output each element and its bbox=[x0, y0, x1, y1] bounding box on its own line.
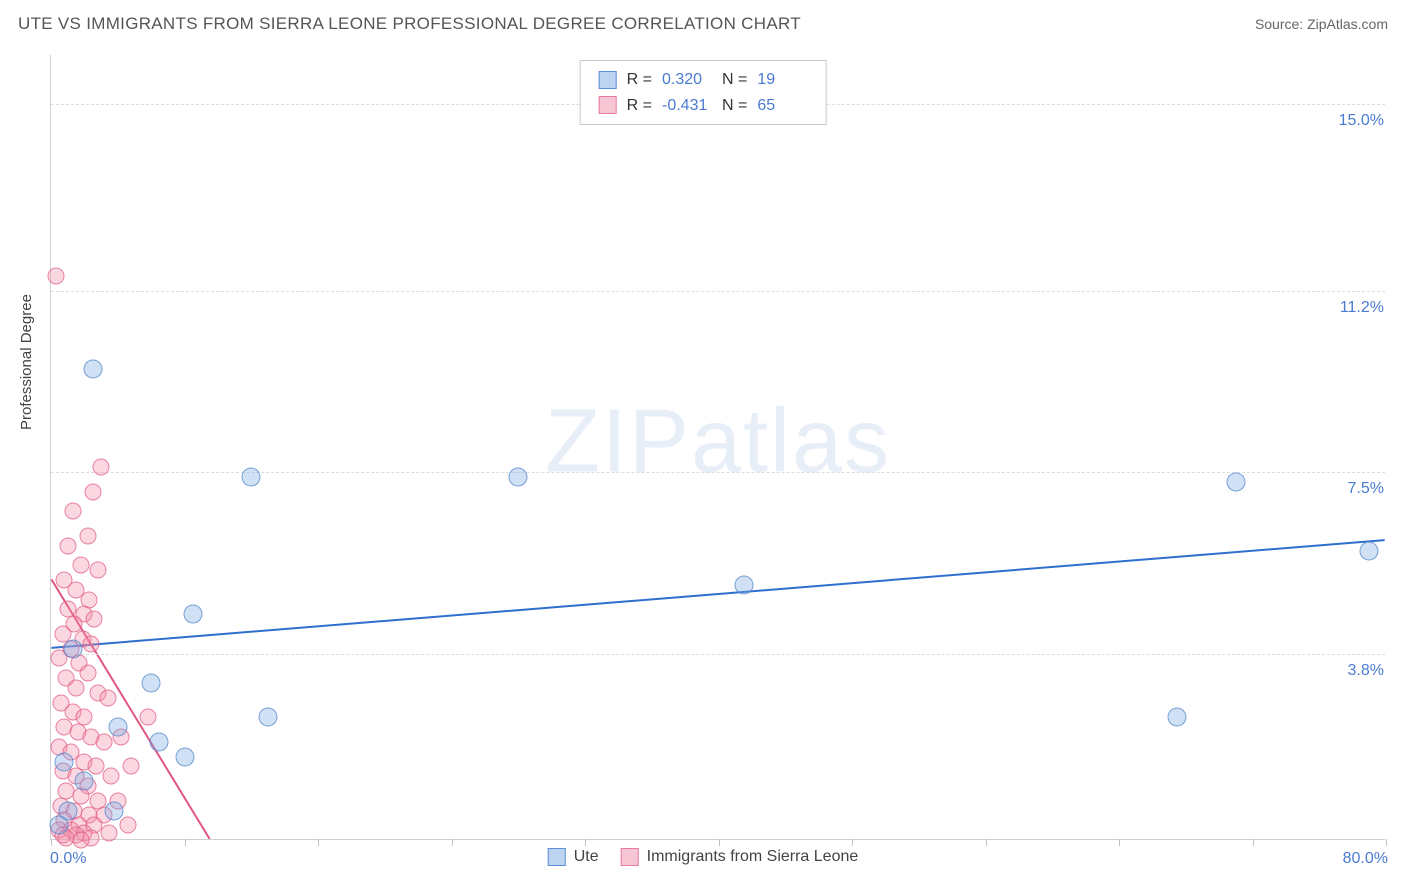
x-tick bbox=[1119, 839, 1120, 846]
data-point bbox=[84, 483, 101, 500]
swatch-pink-icon bbox=[621, 848, 639, 866]
x-tick bbox=[452, 839, 453, 846]
data-point bbox=[83, 360, 102, 379]
data-point bbox=[123, 758, 140, 775]
data-point bbox=[509, 467, 528, 486]
data-point bbox=[99, 689, 116, 706]
legend-item-sl: Immigrants from Sierra Leone bbox=[621, 848, 859, 866]
x-tick bbox=[1386, 839, 1387, 846]
x-tick bbox=[318, 839, 319, 846]
plot-area: ZIPatlas bbox=[50, 55, 1385, 840]
data-point bbox=[59, 537, 76, 554]
data-point bbox=[142, 674, 161, 693]
data-point bbox=[50, 816, 69, 835]
data-point bbox=[1226, 472, 1245, 491]
stats-row-sl: R = -0.431 N = 65 bbox=[599, 93, 808, 119]
data-point bbox=[88, 758, 105, 775]
data-point bbox=[734, 575, 753, 594]
legend-item-ute: Ute bbox=[548, 848, 599, 866]
legend-label-sl: Immigrants from Sierra Leone bbox=[647, 848, 859, 866]
data-point bbox=[48, 267, 65, 284]
gridline bbox=[51, 291, 1385, 292]
x-tick bbox=[719, 839, 720, 846]
data-point bbox=[119, 817, 136, 834]
data-point bbox=[139, 709, 156, 726]
data-point bbox=[101, 824, 118, 841]
stats-box: R = 0.320 N = 19 R = -0.431 N = 65 bbox=[580, 60, 827, 125]
data-point bbox=[103, 768, 120, 785]
data-point bbox=[64, 503, 81, 520]
bottom-legend: Ute Immigrants from Sierra Leone bbox=[548, 848, 859, 866]
gridline bbox=[51, 654, 1385, 655]
data-point bbox=[55, 752, 74, 771]
r-value-sl: -0.431 bbox=[662, 93, 712, 119]
swatch-pink-icon bbox=[599, 96, 617, 114]
title-bar: UTE VS IMMIGRANTS FROM SIERRA LEONE PROF… bbox=[18, 14, 1388, 34]
y-tick-label: 11.2% bbox=[1340, 299, 1384, 317]
data-point bbox=[93, 459, 110, 476]
x-axis-max: 80.0% bbox=[1343, 850, 1388, 868]
chart-title: UTE VS IMMIGRANTS FROM SIERRA LEONE PROF… bbox=[18, 14, 801, 34]
data-point bbox=[73, 557, 90, 574]
x-tick bbox=[185, 839, 186, 846]
data-point bbox=[73, 832, 90, 849]
swatch-blue-icon bbox=[548, 848, 566, 866]
swatch-blue-icon bbox=[599, 71, 617, 89]
n-value-sl: 65 bbox=[757, 93, 807, 119]
source-label: Source: ZipAtlas.com bbox=[1255, 16, 1388, 32]
data-point bbox=[79, 527, 96, 544]
data-point bbox=[96, 733, 113, 750]
r-value-ute: 0.320 bbox=[662, 67, 712, 93]
data-point bbox=[175, 747, 194, 766]
x-tick bbox=[986, 839, 987, 846]
y-tick-label: 3.8% bbox=[1348, 662, 1384, 680]
data-point bbox=[242, 467, 261, 486]
data-point bbox=[68, 679, 85, 696]
data-point bbox=[183, 605, 202, 624]
x-tick bbox=[852, 839, 853, 846]
stats-row-ute: R = 0.320 N = 19 bbox=[599, 67, 808, 93]
x-tick bbox=[51, 839, 52, 846]
x-axis-min: 0.0% bbox=[50, 850, 86, 868]
data-point bbox=[89, 562, 106, 579]
y-axis-label: Professional Degree bbox=[18, 294, 35, 430]
data-point bbox=[105, 801, 124, 820]
data-point bbox=[150, 732, 169, 751]
data-point bbox=[108, 718, 127, 737]
data-point bbox=[258, 708, 277, 727]
y-tick-label: 15.0% bbox=[1339, 112, 1384, 130]
trend-line bbox=[51, 540, 1384, 648]
y-tick-label: 7.5% bbox=[1348, 480, 1384, 498]
data-point bbox=[1168, 708, 1187, 727]
watermark: ZIPatlas bbox=[545, 390, 891, 493]
legend-label-ute: Ute bbox=[574, 848, 599, 866]
data-point bbox=[75, 772, 94, 791]
x-tick bbox=[1253, 839, 1254, 846]
data-point bbox=[86, 611, 103, 628]
x-tick bbox=[585, 839, 586, 846]
data-point bbox=[79, 665, 96, 682]
data-point bbox=[83, 635, 100, 652]
data-point bbox=[1360, 541, 1379, 560]
n-value-ute: 19 bbox=[757, 67, 807, 93]
data-point bbox=[63, 639, 82, 658]
